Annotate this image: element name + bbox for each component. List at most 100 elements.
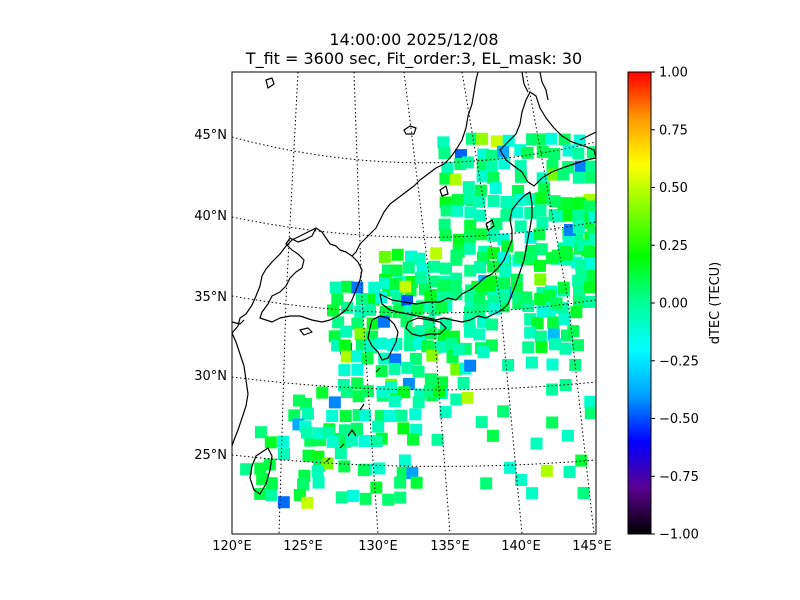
tec-cell	[536, 145, 549, 158]
tec-cell	[563, 465, 576, 478]
tec-cell	[464, 219, 477, 232]
tec-cell	[256, 472, 269, 485]
tec-cell	[439, 291, 452, 304]
tec-cell	[558, 133, 571, 146]
tec-cell	[546, 358, 559, 371]
tec-cell	[341, 280, 354, 293]
tec-cell	[450, 363, 463, 376]
tec-cell	[575, 259, 588, 272]
tec-cell	[559, 378, 572, 391]
tec-cell	[399, 280, 412, 293]
tec-cell	[412, 396, 425, 409]
tec-cell	[405, 250, 418, 263]
tec-cell	[372, 420, 385, 433]
tec-cell	[378, 352, 391, 365]
tec-cell	[573, 283, 586, 296]
tec-cell	[449, 279, 462, 292]
colorbar-tick-label: −0.50	[659, 412, 699, 427]
parallel-30	[232, 376, 596, 391]
tec-cell	[439, 262, 452, 275]
tec-cell	[575, 454, 588, 467]
mainland-coastline	[232, 72, 479, 334]
tec-cell	[533, 259, 546, 272]
tec-cell	[390, 264, 403, 277]
tec-cell	[398, 386, 411, 399]
tec-cell	[437, 136, 450, 149]
tec-cell	[439, 229, 452, 242]
tec-cell	[474, 184, 487, 197]
tec-cell	[301, 496, 314, 509]
tec-cell	[379, 277, 392, 290]
tec-cell	[359, 409, 372, 422]
parallel-40	[232, 216, 596, 238]
tec-cell	[504, 461, 517, 474]
tec-cell	[403, 339, 416, 352]
tec-cell	[378, 250, 391, 263]
tec-cell	[511, 206, 524, 219]
tec-cell	[487, 229, 500, 242]
tec-cell	[514, 220, 527, 233]
tec-cell	[487, 194, 500, 207]
tec-cell	[534, 273, 547, 286]
tec-cell	[463, 242, 476, 255]
tec-cell	[409, 408, 422, 421]
tec-cell	[354, 305, 367, 318]
tec-cell	[486, 318, 499, 331]
tec-cell	[547, 328, 560, 341]
tec-cell	[486, 429, 499, 442]
tec-cell	[311, 465, 324, 478]
tec-cell	[436, 376, 449, 389]
tec-cell	[361, 385, 374, 398]
lon-tick-label: 125°E	[283, 539, 323, 554]
tec-cell	[499, 264, 512, 277]
taiwan-coastline	[249, 447, 273, 495]
tec-cell	[301, 407, 314, 420]
tec-cell	[450, 249, 463, 262]
tec-cell	[475, 228, 488, 241]
lon-tick-label: 120°E	[212, 539, 252, 554]
tec-cell	[557, 168, 570, 181]
tec-cell	[530, 437, 543, 450]
lon-tick-label: 145°E	[572, 539, 612, 554]
tec-cell	[461, 156, 474, 169]
tec-cell	[487, 260, 500, 273]
tec-cell	[440, 204, 453, 217]
tec-cell	[573, 197, 586, 210]
lat-tick-label: 45°N	[194, 128, 227, 143]
tec-cell	[524, 326, 537, 339]
tec-cell	[477, 346, 490, 359]
tec-cell	[547, 316, 560, 329]
tec-cell	[326, 435, 339, 448]
tec-cell	[521, 146, 534, 159]
tec-cell	[572, 209, 585, 222]
tec-cell	[398, 454, 411, 467]
tec-cell	[548, 148, 561, 161]
tec-cell	[300, 398, 313, 411]
tec-cell	[254, 462, 267, 475]
tec-cell	[452, 233, 465, 246]
meridian-145	[525, 72, 595, 534]
sado-island	[485, 219, 495, 231]
tec-cell	[406, 466, 419, 479]
tec-cell	[520, 291, 533, 304]
tec-cell	[277, 435, 290, 448]
tec-cell	[383, 410, 396, 423]
tec-cell	[331, 293, 344, 306]
tec-cell	[473, 195, 486, 208]
meridian-135	[403, 72, 451, 534]
tec-cell	[534, 192, 547, 205]
tec-cell	[500, 195, 513, 208]
tec-cell	[574, 160, 587, 173]
lon-tick-label: 130°E	[358, 539, 398, 554]
tec-cell	[437, 279, 450, 292]
tec-cell	[534, 204, 547, 217]
tec-cell	[351, 377, 364, 390]
tec-cell	[533, 228, 546, 241]
tec-cell	[338, 364, 351, 377]
tec-cell	[340, 325, 353, 338]
tec-cell	[354, 327, 367, 340]
tec-cell	[329, 281, 342, 294]
tec-cell	[388, 362, 401, 375]
tec-cell	[572, 171, 585, 184]
